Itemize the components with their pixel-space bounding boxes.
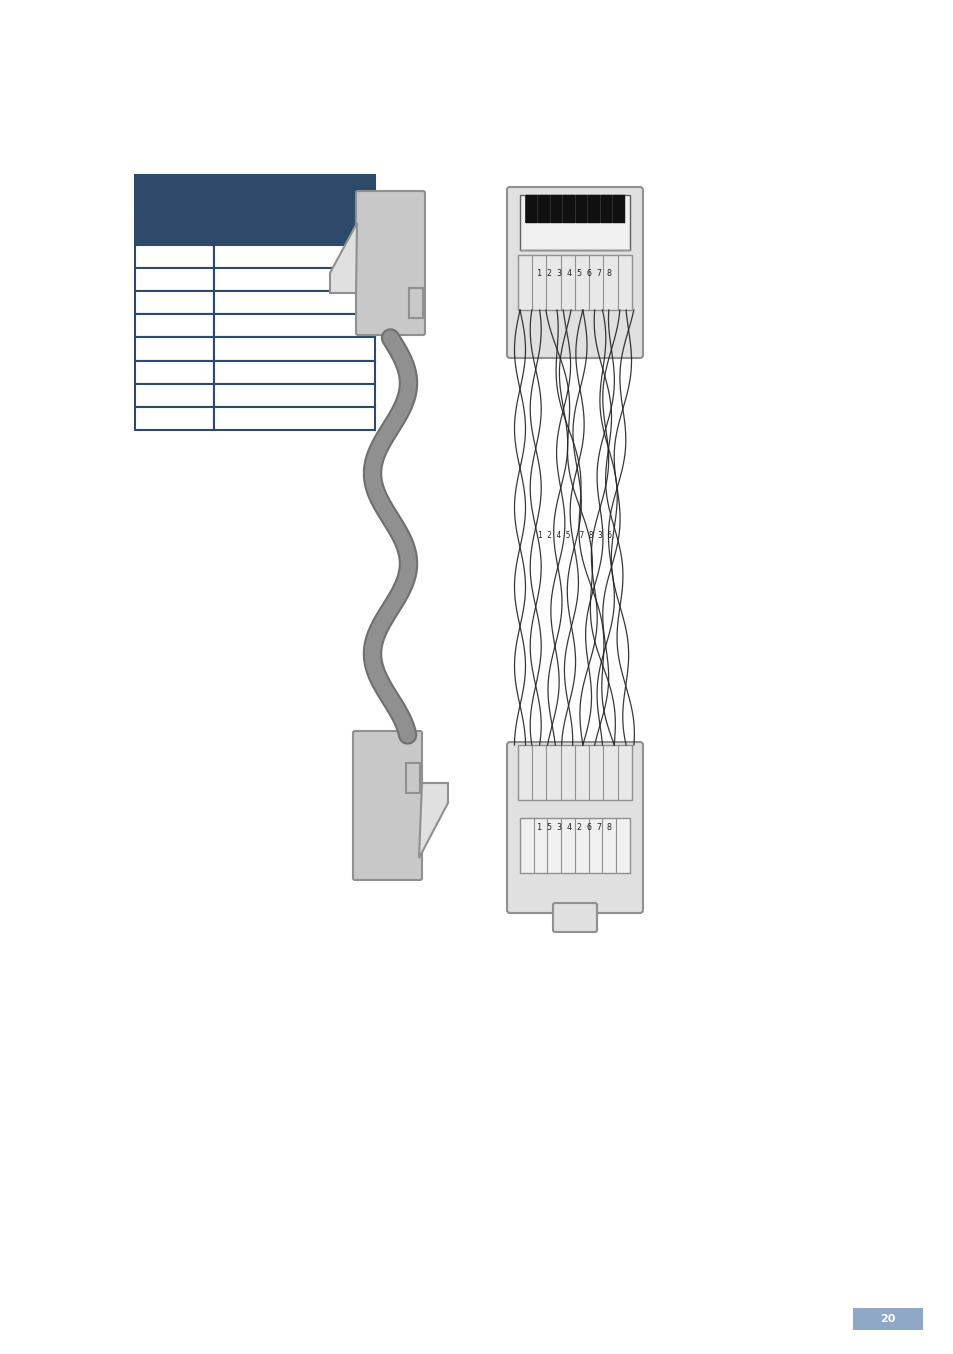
Bar (214, 268, 375, 291)
Bar (214, 360, 375, 383)
Bar (135, 360, 214, 383)
Text: 1 2 4 5  7 8 3 6: 1 2 4 5 7 8 3 6 (537, 531, 612, 540)
Bar (214, 337, 375, 360)
Bar (588, 195, 599, 223)
Bar (537, 195, 550, 223)
FancyBboxPatch shape (353, 731, 421, 880)
Bar (517, 745, 631, 800)
Text: 1 2 3 4 5 6 7 8: 1 2 3 4 5 6 7 8 (537, 268, 612, 278)
Bar (135, 175, 375, 213)
Text: 1 5 3 4 2 6 7 8: 1 5 3 4 2 6 7 8 (537, 823, 612, 833)
Bar (135, 268, 214, 291)
Bar (135, 314, 214, 337)
Bar (406, 764, 419, 793)
Bar (525, 195, 537, 223)
Bar (135, 213, 214, 245)
Bar (519, 195, 629, 250)
Polygon shape (418, 783, 448, 858)
Text: 20: 20 (880, 1313, 895, 1324)
Bar (135, 291, 214, 314)
Bar (135, 245, 214, 268)
Bar (524, 195, 624, 223)
Bar (214, 245, 375, 268)
FancyBboxPatch shape (506, 187, 642, 357)
Bar (214, 213, 375, 245)
Bar (214, 383, 375, 406)
Bar (135, 406, 214, 431)
Bar (613, 195, 624, 223)
Bar (406, 764, 419, 793)
Bar (600, 195, 612, 223)
Polygon shape (330, 223, 356, 292)
Bar (563, 195, 575, 223)
Bar (135, 337, 214, 360)
Bar (409, 288, 422, 318)
Bar (135, 383, 214, 406)
Bar (214, 291, 375, 314)
Bar (409, 288, 422, 318)
FancyBboxPatch shape (506, 742, 642, 913)
Bar (214, 406, 375, 431)
Bar (576, 195, 587, 223)
Bar (214, 314, 375, 337)
Bar (551, 195, 562, 223)
Bar (852, 1308, 923, 1330)
Bar (519, 818, 629, 873)
Bar (517, 255, 631, 310)
FancyBboxPatch shape (355, 191, 424, 334)
FancyBboxPatch shape (553, 903, 597, 932)
